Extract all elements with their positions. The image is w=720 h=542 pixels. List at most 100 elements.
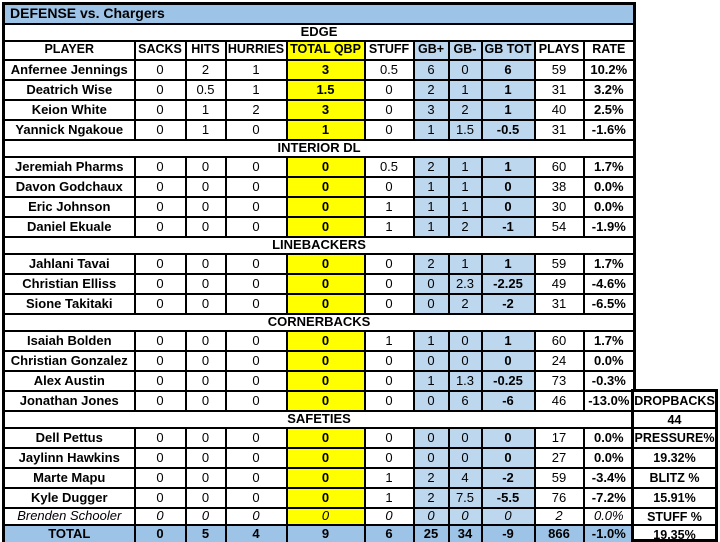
stat-cell[interactable]: 0 [447, 506, 483, 526]
stat-cell[interactable]: 0 [285, 252, 366, 275]
stat-cell[interactable]: 0 [184, 349, 227, 372]
stat-cell[interactable]: 2 [412, 252, 450, 275]
stat-cell[interactable]: 0 [285, 155, 366, 178]
table-title[interactable]: DEFENSE vs. Chargers [2, 2, 636, 25]
stat-cell[interactable]: 0 [363, 446, 415, 469]
stat-cell[interactable]: 1 [363, 329, 415, 352]
stat-cell[interactable]: 0 [184, 446, 227, 469]
stat-cell[interactable]: -3.4% [582, 466, 636, 489]
total-stat-cell[interactable]: -9 [480, 523, 536, 542]
column-header-hits[interactable]: HITS [184, 39, 227, 61]
stat-cell[interactable]: 0 [480, 175, 536, 198]
stat-cell[interactable]: 31 [533, 78, 585, 101]
column-header-gb[interactable]: GB+ [412, 39, 450, 61]
stat-cell[interactable]: 6 [447, 389, 483, 412]
stat-cell[interactable]: 3 [285, 58, 366, 81]
stat-cell[interactable]: 0 [224, 272, 288, 295]
stat-cell[interactable]: 0 [480, 426, 536, 449]
column-header-gb-tot[interactable]: GB TOT [480, 39, 536, 61]
stat-cell[interactable]: 0 [285, 195, 366, 218]
total-stat-cell[interactable]: 6 [363, 523, 415, 542]
stat-cell[interactable]: 0 [133, 292, 187, 315]
player-name-cell[interactable]: Keion White [2, 98, 136, 121]
stat-cell[interactable]: 0 [224, 118, 288, 141]
stat-cell[interactable]: 1.7% [582, 155, 636, 178]
stat-cell[interactable]: 0 [285, 446, 366, 469]
stat-cell[interactable]: 0 [224, 195, 288, 218]
stat-cell[interactable]: 0 [184, 369, 227, 392]
player-name-cell[interactable]: Jahlani Tavai [2, 252, 136, 275]
stat-cell[interactable]: -2 [480, 466, 536, 489]
stat-cell[interactable]: 2 [533, 506, 585, 526]
stat-cell[interactable]: 0 [184, 466, 227, 489]
total-stat-cell[interactable]: 5 [184, 523, 227, 542]
stat-cell[interactable]: 59 [533, 252, 585, 275]
total-stat-cell[interactable]: 9 [285, 523, 366, 542]
stat-cell[interactable]: 1 [480, 329, 536, 352]
stat-cell[interactable]: 3 [412, 98, 450, 121]
stat-cell[interactable]: 1.5 [285, 78, 366, 101]
stat-cell[interactable]: -6 [480, 389, 536, 412]
stat-cell[interactable]: 27 [533, 446, 585, 469]
stat-cell[interactable]: 3.2% [582, 78, 636, 101]
stat-cell[interactable]: 0 [133, 78, 187, 101]
stat-cell[interactable]: 0 [412, 349, 450, 372]
stat-cell[interactable]: 0 [224, 446, 288, 469]
column-header-sacks[interactable]: SACKS [133, 39, 187, 61]
stat-cell[interactable]: 0 [133, 58, 187, 81]
stat-cell[interactable]: 31 [533, 292, 585, 315]
player-name-cell[interactable]: Jonathan Jones [2, 389, 136, 412]
side-panel-value-pressure[interactable]: 19.32% [634, 449, 715, 469]
player-name-cell[interactable]: Dell Pettus [2, 426, 136, 449]
stat-cell[interactable]: 0 [412, 389, 450, 412]
player-name-cell[interactable]: Jeremiah Pharms [2, 155, 136, 178]
stat-cell[interactable]: 0 [133, 506, 187, 526]
stat-cell[interactable]: 0 [480, 349, 536, 372]
stat-cell[interactable]: 0.0% [582, 426, 636, 449]
side-panel-label-blitz[interactable]: BLITZ % [634, 469, 715, 489]
stat-cell[interactable]: 49 [533, 272, 585, 295]
stat-cell[interactable]: 0 [363, 78, 415, 101]
stat-cell[interactable]: 0 [224, 369, 288, 392]
stat-cell[interactable]: 0 [285, 486, 366, 509]
side-panel-label-stuff[interactable]: STUFF % [634, 509, 715, 526]
stat-cell[interactable]: 0 [133, 349, 187, 372]
stat-cell[interactable]: -2.25 [480, 272, 536, 295]
column-header-plays[interactable]: PLAYS [533, 39, 585, 61]
player-name-cell[interactable]: Jaylinn Hawkins [2, 446, 136, 469]
stat-cell[interactable]: 2.5% [582, 98, 636, 121]
stat-cell[interactable]: 0 [224, 252, 288, 275]
stat-cell[interactable]: 0 [285, 426, 366, 449]
stat-cell[interactable]: 0 [412, 506, 450, 526]
stat-cell[interactable]: 0 [224, 349, 288, 372]
player-name-cell[interactable]: Sione Takitaki [2, 292, 136, 315]
stat-cell[interactable]: 0 [133, 252, 187, 275]
player-name-cell[interactable]: Kyle Dugger [2, 486, 136, 509]
stat-cell[interactable]: 0.0% [582, 446, 636, 469]
stat-cell[interactable]: 1 [363, 486, 415, 509]
stat-cell[interactable]: 59 [533, 58, 585, 81]
stat-cell[interactable]: 0 [363, 389, 415, 412]
stat-cell[interactable]: 0 [133, 486, 187, 509]
stat-cell[interactable]: 1 [480, 155, 536, 178]
stat-cell[interactable]: 0 [184, 175, 227, 198]
stat-cell[interactable]: 1 [184, 118, 227, 141]
stat-cell[interactable]: 0 [363, 349, 415, 372]
stat-cell[interactable]: 2 [224, 98, 288, 121]
stat-cell[interactable]: 76 [533, 486, 585, 509]
stat-cell[interactable]: 2 [412, 155, 450, 178]
section-header-safeties[interactable]: SAFETIES [2, 409, 636, 429]
stat-cell[interactable]: 1 [224, 78, 288, 101]
stat-cell[interactable]: 0 [285, 369, 366, 392]
section-header-linebackers[interactable]: LINEBACKERS [2, 235, 636, 255]
stat-cell[interactable]: 1 [412, 195, 450, 218]
stat-cell[interactable]: 0 [133, 329, 187, 352]
stat-cell[interactable]: 0 [224, 426, 288, 449]
stat-cell[interactable]: 0 [285, 272, 366, 295]
stat-cell[interactable]: -1.9% [582, 215, 636, 238]
stat-cell[interactable]: -0.5 [480, 118, 536, 141]
stat-cell[interactable]: 0 [224, 329, 288, 352]
stat-cell[interactable]: 0 [285, 506, 366, 526]
total-stat-cell[interactable]: -1.0% [582, 523, 636, 542]
stat-cell[interactable]: 54 [533, 215, 585, 238]
